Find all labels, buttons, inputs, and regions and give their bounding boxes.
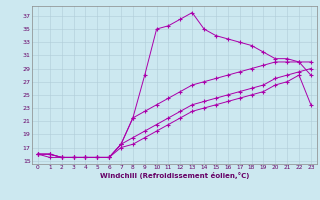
X-axis label: Windchill (Refroidissement éolien,°C): Windchill (Refroidissement éolien,°C) bbox=[100, 172, 249, 179]
